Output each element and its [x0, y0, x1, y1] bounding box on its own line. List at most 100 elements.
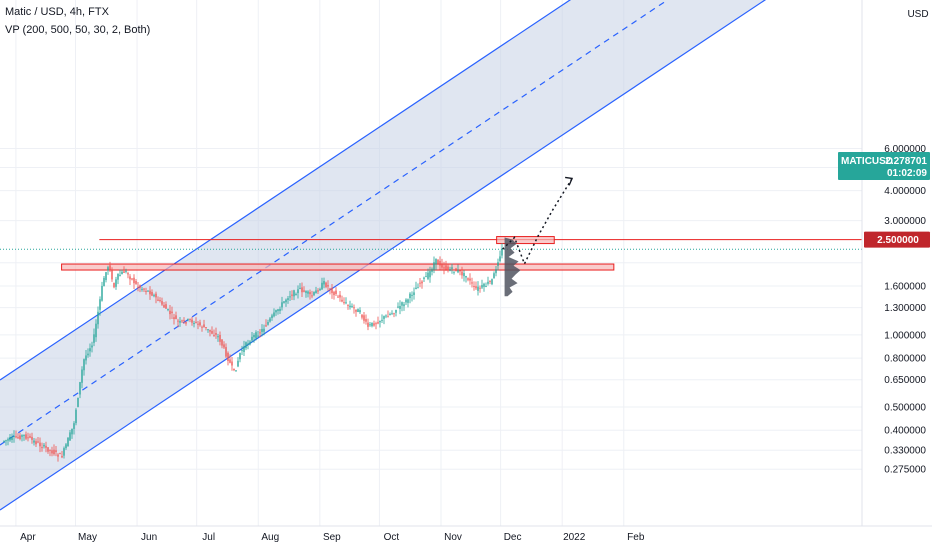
candle-body [185, 322, 187, 324]
candle-body [361, 314, 363, 318]
candle-body [393, 313, 395, 315]
candle-body [135, 280, 137, 284]
candle-body [305, 291, 307, 293]
candle-body [215, 333, 217, 335]
candle-body [353, 307, 355, 309]
candle-body [405, 299, 407, 303]
candle-body [173, 317, 175, 320]
candle-body [39, 442, 41, 447]
candle-body [189, 319, 191, 321]
price-tick-label: 0.400000 [884, 426, 926, 437]
candle-body [233, 368, 235, 371]
time-tick-label: 2022 [563, 532, 586, 543]
channel-midline [0, 0, 669, 446]
price-tick-label: 3.000000 [884, 216, 926, 227]
candle-body [421, 281, 423, 284]
candle-body [247, 343, 249, 345]
candle-body [41, 447, 43, 449]
time-tick-label: Feb [627, 532, 645, 543]
price-tick-label: 0.650000 [884, 375, 926, 386]
candle-body [141, 288, 143, 290]
candle-body [463, 273, 465, 277]
candle-body [107, 267, 109, 271]
candle-body [195, 321, 197, 323]
candle-body [313, 291, 315, 296]
symbol-legend[interactable]: Matic / USD, 4h, FTX [5, 6, 109, 18]
candle-body [391, 313, 393, 315]
candle-body [17, 437, 19, 439]
candle-body [227, 352, 229, 361]
candle-body [49, 449, 51, 451]
candle-body [375, 323, 377, 325]
candle-body [147, 290, 149, 292]
price-tick-label: 0.500000 [884, 403, 926, 414]
candle-body [61, 456, 63, 458]
candle-body [101, 285, 103, 301]
countdown-text: 01:02:09 [887, 168, 927, 179]
candle-body [259, 332, 261, 334]
candle-body [85, 355, 87, 361]
candle-body [25, 434, 27, 439]
candle-body [5, 440, 7, 442]
candle-body [445, 265, 447, 270]
candle-body [9, 436, 11, 441]
last-price-label [838, 152, 930, 180]
candle-body [289, 296, 291, 298]
candle-body [427, 272, 429, 279]
candle-body [439, 260, 441, 266]
candle-body [329, 288, 331, 290]
candle-body [33, 440, 35, 443]
time-tick-label: Nov [444, 532, 462, 543]
candle-body [171, 311, 173, 314]
candle-body [309, 292, 311, 295]
resistance-zone-2.5 [496, 236, 555, 245]
candle-body [479, 287, 481, 289]
candle-body [437, 259, 439, 264]
candle-body [105, 272, 107, 281]
candle-body [347, 304, 349, 306]
candle-body [97, 311, 99, 325]
candle-body [465, 275, 467, 278]
candle-body [447, 266, 449, 270]
volume-profile [504, 237, 521, 297]
candle-body [469, 278, 471, 281]
candle-body [59, 453, 61, 455]
candle-body [175, 315, 177, 320]
candle-body [253, 335, 255, 338]
candle-body [273, 312, 275, 317]
candle-body [205, 327, 207, 329]
candle-body [271, 315, 273, 318]
candle-body [219, 334, 221, 342]
candle-body [285, 299, 287, 303]
candle-body [325, 282, 327, 288]
candle-body [69, 432, 71, 441]
candle-body [15, 436, 17, 438]
candle-body [93, 334, 95, 343]
candle-body [495, 269, 497, 274]
time-tick-label: Oct [384, 532, 400, 543]
candle-body [425, 276, 427, 278]
symbol-tag: MATICUSD [841, 156, 893, 167]
resistance-zone-1.92 [61, 263, 615, 271]
resistance-price-label [864, 231, 930, 248]
candle-body [119, 274, 121, 276]
time-tick-label: Dec [504, 532, 522, 543]
candle-body [319, 288, 321, 291]
candle-body [349, 305, 351, 308]
candle-body [207, 329, 209, 331]
candle-body [277, 309, 279, 311]
candle-body [355, 309, 357, 312]
indicator-legend[interactable]: VP (200, 500, 50, 30, 2, Both) [5, 24, 151, 36]
candle-body [487, 281, 489, 284]
candle-body [45, 445, 47, 448]
candle-body [343, 302, 345, 304]
candle-body [251, 336, 253, 341]
candle-body [321, 282, 323, 290]
price-tick-label: 0.800000 [884, 354, 926, 365]
candle-body [237, 360, 239, 367]
candle-body [103, 277, 105, 287]
candle-body [257, 335, 259, 337]
candle-body [221, 339, 223, 346]
candle-body [183, 320, 185, 322]
